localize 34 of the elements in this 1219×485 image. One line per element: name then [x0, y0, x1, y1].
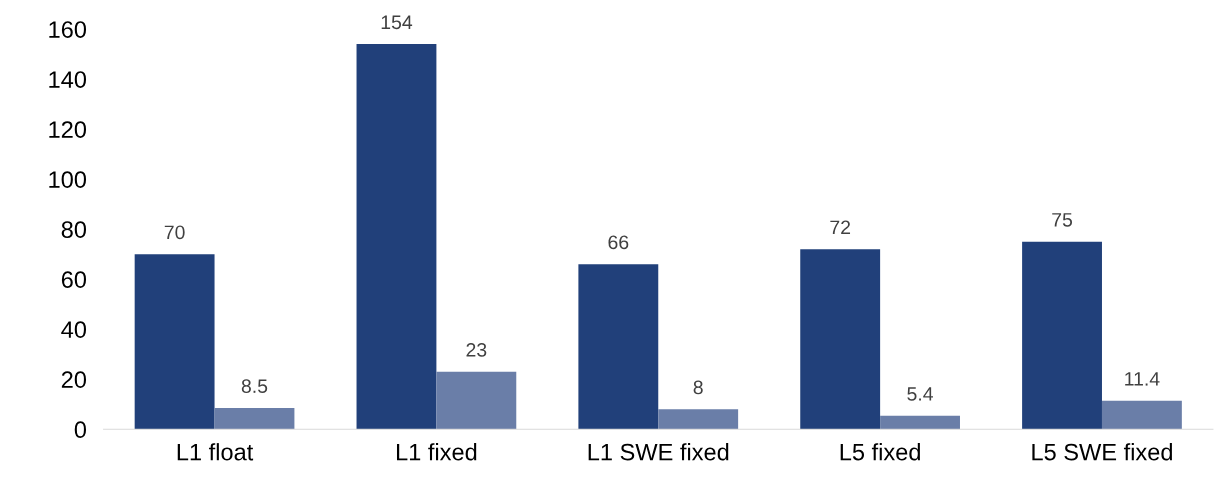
- data-label: 154: [381, 15, 413, 30]
- x-tick-label: L1 SWE fixed: [588, 443, 729, 461]
- bar: [658, 409, 739, 430]
- y-tick-label: 100: [49, 171, 87, 188]
- data-label: 72: [830, 220, 851, 235]
- y-tick-label: 40: [61, 321, 87, 338]
- x-tick-label: L5 SWE fixed: [1032, 443, 1172, 461]
- y-tick-label: 20: [61, 371, 87, 388]
- data-label: 5.4: [907, 387, 933, 401]
- data-label: 70: [164, 225, 185, 240]
- y-tick-label: 140: [49, 71, 87, 88]
- data-label: 8.5: [241, 379, 268, 394]
- bar: [1101, 400, 1182, 430]
- y-tick-label: 60: [61, 271, 87, 288]
- bar: [436, 371, 517, 430]
- data-label: 75: [1052, 213, 1073, 227]
- x-tick-label: L5 fixed: [840, 443, 920, 461]
- y-tick-label: 0: [74, 421, 87, 439]
- data-label: 66: [608, 235, 629, 250]
- y-tick-label: 80: [61, 221, 87, 238]
- y-tick-label: 120: [49, 121, 87, 138]
- data-label: 11.4: [1125, 372, 1160, 386]
- bar: [214, 407, 295, 430]
- x-tick-label: L1 float: [177, 443, 254, 461]
- data-label: 23: [466, 342, 487, 357]
- bar: [578, 264, 659, 430]
- bar: [134, 254, 215, 430]
- data-label: 8: [693, 380, 703, 395]
- bar: [800, 249, 881, 430]
- bar: [880, 415, 960, 430]
- bar: [356, 44, 437, 430]
- y-tick-label: 160: [49, 21, 87, 38]
- x-tick-label: L1 fixed: [396, 443, 477, 461]
- bar: [1022, 241, 1102, 430]
